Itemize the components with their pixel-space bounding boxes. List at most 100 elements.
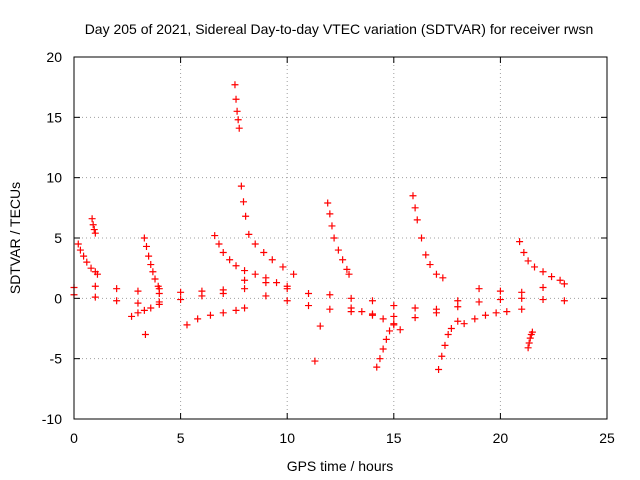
- data-point: [560, 280, 568, 288]
- data-point: [283, 285, 291, 293]
- data-point: [539, 296, 547, 304]
- data-point: [524, 344, 532, 352]
- data-point: [518, 288, 526, 296]
- data-point: [142, 242, 150, 250]
- data-point: [134, 287, 142, 295]
- data-point: [260, 248, 268, 256]
- data-point: [475, 285, 483, 293]
- data-point: [155, 300, 163, 308]
- y-tick-label: 0: [54, 290, 62, 306]
- data-point: [475, 298, 483, 306]
- series-arc-7: [409, 192, 447, 282]
- series-baseline-lower: [70, 285, 568, 322]
- x-tick-label: 0: [70, 430, 78, 446]
- data-point: [91, 229, 99, 237]
- data-point: [219, 309, 227, 317]
- series-dip-3: [524, 328, 536, 352]
- y-tick-label: 15: [46, 109, 62, 125]
- data-point: [241, 276, 249, 284]
- data-point: [422, 251, 430, 259]
- data-point: [432, 309, 440, 317]
- x-tick-label: 25: [599, 430, 615, 446]
- data-point: [198, 292, 206, 300]
- series-isolated: [141, 322, 324, 365]
- data-point: [334, 246, 342, 254]
- data-point: [305, 302, 313, 310]
- data-point: [141, 331, 149, 339]
- data-points: [70, 81, 568, 374]
- data-point: [439, 274, 447, 282]
- data-point: [311, 357, 319, 365]
- series-baseline-upper: [70, 276, 568, 313]
- data-point: [347, 294, 355, 302]
- data-point: [74, 240, 82, 248]
- data-point: [528, 328, 536, 336]
- data-point: [481, 311, 489, 319]
- data-point: [432, 270, 440, 278]
- data-point: [460, 320, 468, 328]
- series-arc-right-low: [460, 305, 526, 328]
- data-point: [379, 345, 387, 353]
- data-point: [373, 363, 381, 371]
- plot-frame: [73, 56, 608, 420]
- series-arc-6: [324, 199, 353, 278]
- y-tick-label: 10: [46, 170, 62, 186]
- series-arc-3: [211, 232, 291, 290]
- series-arc-1b: [88, 215, 99, 237]
- data-point: [330, 234, 338, 242]
- data-point: [524, 257, 532, 265]
- data-point: [471, 315, 479, 323]
- series-arc-4: [231, 81, 243, 132]
- series-arc-2: [140, 234, 163, 293]
- data-point: [235, 124, 243, 132]
- data-point: [219, 248, 227, 256]
- series-arc-mid-low: [183, 304, 249, 329]
- data-point: [411, 204, 419, 212]
- data-point: [251, 270, 259, 278]
- data-point: [151, 275, 159, 283]
- series-arc-pre16: [347, 304, 404, 334]
- data-point: [177, 296, 185, 304]
- data-point: [113, 297, 121, 305]
- data-point: [145, 252, 153, 260]
- data-point: [239, 198, 247, 206]
- data-point: [368, 311, 376, 319]
- data-point: [83, 258, 91, 266]
- data-point: [496, 287, 504, 295]
- y-axis-label: SDTVAR / TECUs: [7, 182, 23, 294]
- data-point: [80, 252, 88, 260]
- data-point: [492, 309, 500, 317]
- data-point: [390, 321, 398, 329]
- data-point: [518, 294, 526, 302]
- data-point: [324, 199, 332, 207]
- data-point: [413, 216, 421, 224]
- data-point: [147, 304, 155, 312]
- data-point: [128, 312, 136, 320]
- data-point: [358, 308, 366, 316]
- data-point: [539, 268, 547, 276]
- data-point: [326, 291, 334, 299]
- series-arc-8: [516, 238, 564, 284]
- data-point: [268, 256, 276, 264]
- series-arc-left-low: [128, 300, 163, 320]
- x-tick-label: 10: [279, 430, 295, 446]
- y-tick-label: -5: [50, 351, 63, 367]
- data-point: [241, 304, 249, 312]
- data-point: [262, 279, 270, 287]
- data-point: [155, 290, 163, 298]
- data-point: [326, 305, 334, 313]
- data-point: [548, 273, 556, 281]
- data-point: [89, 221, 97, 229]
- data-point: [232, 95, 240, 103]
- data-point: [539, 283, 547, 291]
- data-point: [441, 341, 449, 349]
- data-point: [326, 210, 334, 218]
- x-tick-label: 20: [493, 430, 509, 446]
- data-point: [90, 226, 98, 234]
- data-point: [343, 265, 351, 273]
- data-point: [231, 81, 239, 89]
- data-point: [234, 116, 242, 124]
- data-point: [386, 327, 394, 335]
- data-point: [233, 107, 241, 115]
